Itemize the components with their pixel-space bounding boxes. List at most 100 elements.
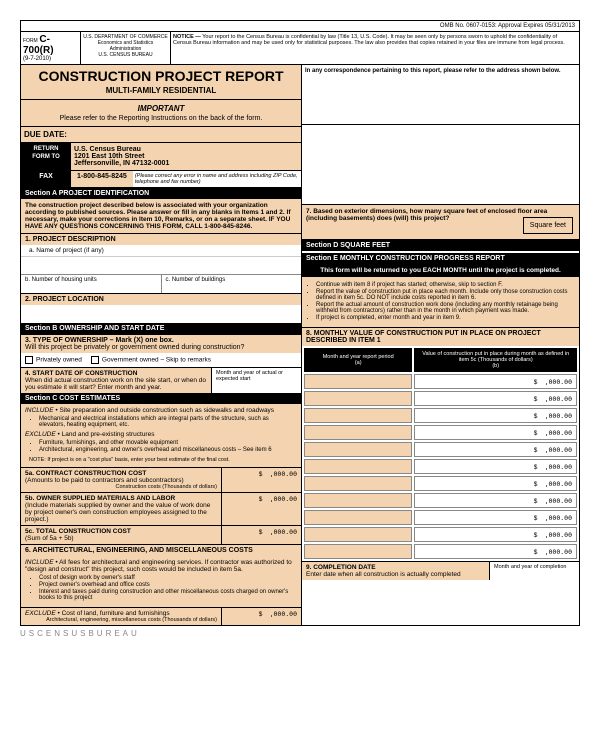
form-number-cell: FORM C-700(R) (9-7-2010) — [21, 32, 81, 64]
exclude-label: EXCLUDE • — [25, 431, 60, 438]
e-b2: Report the value of construction put in … — [316, 289, 571, 301]
month-row-4[interactable]: $ ,000.00 — [304, 425, 577, 440]
e-b4: If project is completed, enter month and… — [316, 315, 571, 321]
fax-note: (Please correct any error in name and ad… — [133, 171, 301, 187]
month-row-5[interactable]: $ ,000.00 — [304, 442, 577, 457]
section-a-intro: The construction project described below… — [21, 199, 301, 233]
dept2: Economics and Statistics Administration — [83, 40, 168, 52]
item5b-cell: 5b. OWNER SUPPLIED MATERIALS AND LABOR (… — [21, 493, 221, 525]
month-row-7[interactable]: $ ,000.00 — [304, 476, 577, 491]
section-e-bullets: Continue with item 8 if project has star… — [302, 277, 579, 327]
item9-label: 9. COMPLETION DATE — [306, 564, 376, 571]
e-b1: Continue with item 8 if project has star… — [316, 282, 571, 288]
item5b-sub: (Include materials supplied by owner and… — [25, 502, 210, 523]
th-value: Value of construction put in place durin… — [414, 348, 577, 372]
item3-options: Privately owned Government owned – Skip … — [21, 353, 301, 367]
item7-text: 7. Based on exterior dimensions, how man… — [306, 208, 547, 222]
item1a-field[interactable] — [21, 256, 301, 274]
checkbox-gov[interactable] — [91, 356, 99, 364]
important-block: IMPORTANT Please refer to the Reporting … — [21, 100, 301, 127]
main-columns: CONSTRUCTION PROJECT REPORT MULTI-FAMILY… — [21, 65, 579, 625]
item6-header: 6. ARCHITECTURAL, ENGINEERING, AND MISCE… — [21, 544, 301, 556]
report-title: CONSTRUCTION PROJECT REPORT — [25, 69, 297, 84]
item7-block: 7. Based on exterior dimensions, how man… — [302, 205, 579, 240]
section-a-header: Section A PROJECT IDENTIFICATION — [21, 188, 301, 199]
report-subtitle: MULTI-FAMILY RESIDENTIAL — [25, 86, 297, 95]
m10: ,000.00 — [545, 531, 572, 539]
item6-inc3: Project owner's overhead and office cost… — [39, 582, 293, 588]
m8: ,000.00 — [545, 497, 572, 505]
month-table: Month and year report period(a) Value of… — [302, 346, 579, 561]
section-c-body: INCLUDE • Site preparation and outside c… — [21, 404, 301, 467]
opt-gov: Government owned – Skip to remarks — [102, 357, 211, 364]
correspondence-box: In any correspondence pertaining to this… — [302, 65, 579, 125]
item5a-sub: (Amounts to be paid to contractors and s… — [25, 477, 184, 484]
item5c-value[interactable]: $ ,000.00 — [221, 526, 301, 544]
return-block: RETURN FORM TO U.S. Census Bureau 1201 E… — [21, 143, 301, 171]
item6-inc2: Cost of design work by owner's staff — [39, 575, 293, 581]
section-d-header: Section D SQUARE FEET — [302, 240, 579, 251]
include-list: Mechanical and electrical installations … — [25, 414, 297, 431]
right-column: In any correspondence pertaining to this… — [301, 65, 579, 625]
item6-include: INCLUDE • — [25, 559, 58, 566]
due-label: DUE DATE: — [24, 130, 67, 139]
item4-datefield[interactable]: Month and year of actual or expected sta… — [211, 368, 301, 393]
inc4: Furniture, furnishings, and other movabl… — [39, 440, 293, 446]
inc3: Land and pre-existing structures — [62, 431, 155, 438]
item5a-row: 5a. CONTRACT CONSTRUCTION COST (Amounts … — [21, 467, 301, 492]
include-label: INCLUDE • — [25, 407, 58, 414]
item1a: a. Name of project (if any) — [21, 245, 301, 256]
item5b-value[interactable]: $ ,000.00 — [221, 493, 301, 525]
item6-body: INCLUDE • All fees for architectural and… — [21, 556, 301, 607]
item1-header: 1. PROJECT DESCRIPTION — [21, 233, 301, 245]
section-e-header: Section E MONTHLY CONSTRUCTION PROGRESS … — [302, 253, 579, 264]
m2: ,000.00 — [545, 395, 572, 403]
month-row-11[interactable]: $ ,000.00 — [304, 544, 577, 559]
checkbox-private[interactable] — [25, 356, 33, 364]
item3-label: 3. TYPE OF OWNERSHIP – Mark (X) one box. — [25, 337, 174, 344]
address-box[interactable] — [302, 125, 579, 205]
col-a: (a) — [355, 360, 362, 366]
m11: ,000.00 — [545, 548, 572, 556]
month-row-10[interactable]: $ ,000.00 — [304, 527, 577, 542]
dept-cell: U.S. DEPARTMENT OF COMMERCE Economics an… — [81, 32, 171, 64]
item6-list: Cost of design work by owner's staff Pro… — [25, 573, 297, 604]
month-row-6[interactable]: $ ,000.00 — [304, 459, 577, 474]
addr1: U.S. Census Bureau — [74, 146, 298, 153]
item5b-row: 5b. OWNER SUPPLIED MATERIALS AND LABOR (… — [21, 492, 301, 525]
month-row-3[interactable]: $ ,000.00 — [304, 408, 577, 423]
item6-exclude: EXCLUDE • — [25, 610, 60, 617]
m7: ,000.00 — [545, 480, 572, 488]
important-label: IMPORTANT — [25, 104, 297, 113]
month-row-1[interactable]: $ ,000.00 — [304, 374, 577, 389]
important-text: Please refer to the Reporting Instructio… — [25, 115, 297, 122]
item9-field[interactable]: Month and year of completion — [489, 562, 579, 580]
item6-exc: Cost of land, furniture and furnishings — [62, 610, 170, 617]
item5a-value[interactable]: $ ,000.00 — [221, 468, 301, 492]
item5c-label: 5c. TOTAL CONSTRUCTION COST — [25, 528, 131, 535]
col-val: Value of construction put in place durin… — [422, 351, 569, 363]
footer-text: USCENSUSBUREAU — [20, 629, 580, 638]
title-block: CONSTRUCTION PROJECT REPORT MULTI-FAMILY… — [21, 65, 301, 100]
item1b[interactable]: b. Number of housing units — [21, 275, 162, 293]
return-address: U.S. Census Bureau 1201 East 10th Street… — [71, 143, 301, 170]
month-row-8[interactable]: $ ,000.00 — [304, 493, 577, 508]
th-month: Month and year report period(a) — [304, 348, 412, 372]
suf2: ,000.00 — [270, 495, 297, 503]
item1c[interactable]: c. Number of buildings — [162, 275, 302, 293]
item2-field[interactable] — [21, 305, 301, 323]
e-b3: Report the actual amount of construction… — [316, 302, 571, 314]
month-row-9[interactable]: $ ,000.00 — [304, 510, 577, 525]
item3-header: 3. TYPE OF OWNERSHIP – Mark (X) one box.… — [21, 334, 301, 353]
item9-row: 9. COMPLETION DATE Enter date when all c… — [302, 561, 579, 580]
item5b-label: 5b. OWNER SUPPLIED MATERIALS AND LABOR — [25, 495, 175, 502]
inc1: Site preparation and outside constructio… — [59, 407, 274, 414]
section-a-text: The construction project described below… — [25, 202, 291, 230]
item5a-label: 5a. CONTRACT CONSTRUCTION COST — [25, 470, 146, 477]
month-row-2[interactable]: $ ,000.00 — [304, 391, 577, 406]
sqft-box[interactable]: Square feet — [523, 217, 573, 234]
fax-number: 1-800-845-8245 — [71, 171, 133, 187]
item6-value[interactable]: $ ,000.00 — [221, 608, 301, 625]
item5c-cell: 5c. TOTAL CONSTRUCTION COST (Sum of 5a +… — [21, 526, 221, 544]
item4-question: When did actual construction work on the… — [25, 377, 206, 391]
